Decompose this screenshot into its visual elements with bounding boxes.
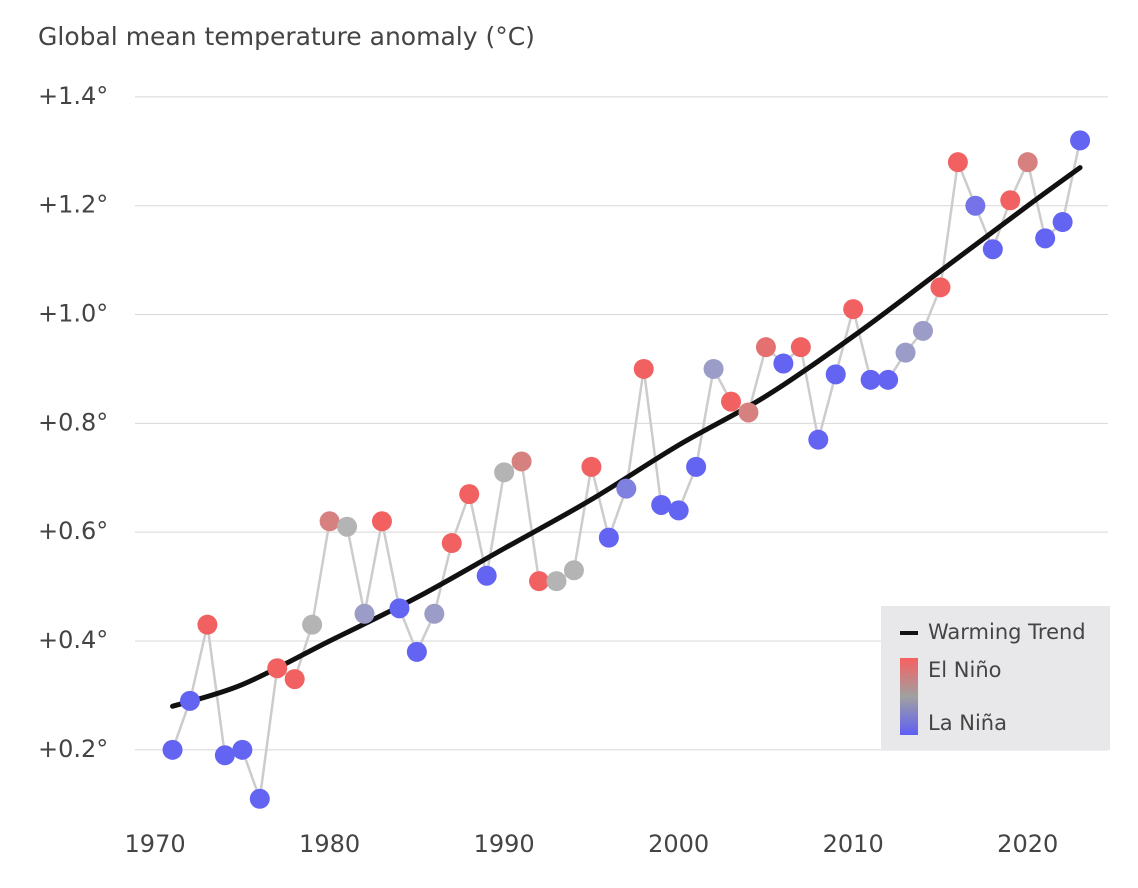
y-tick-label: +1.2° — [38, 191, 108, 219]
x-tick-label: 1990 — [474, 830, 535, 858]
data-point — [197, 614, 218, 635]
data-point — [598, 527, 619, 548]
legend-box — [881, 606, 1110, 750]
y-tick-label: +0.4° — [38, 626, 108, 654]
x-tick-label: 2010 — [823, 830, 884, 858]
data-point — [860, 369, 881, 390]
data-point — [912, 320, 933, 341]
data-point — [232, 739, 253, 760]
data-point — [494, 462, 515, 483]
data-point — [651, 494, 672, 515]
data-point — [249, 788, 270, 809]
data-point — [546, 571, 567, 592]
data-point — [162, 739, 183, 760]
data-point — [284, 669, 305, 690]
data-point — [1000, 190, 1021, 211]
y-tick-label: +0.8° — [38, 408, 108, 436]
legend-enso-swatch — [900, 658, 918, 735]
data-point — [337, 516, 358, 537]
data-point — [703, 358, 724, 379]
data-point — [808, 429, 829, 450]
data-point — [1070, 130, 1091, 151]
data-point — [895, 342, 916, 363]
x-tick-label: 2000 — [648, 830, 709, 858]
x-tick-label: 1970 — [125, 830, 186, 858]
legend-label: La Niña — [928, 711, 1007, 735]
data-point — [476, 565, 497, 586]
data-point — [563, 560, 584, 581]
y-tick-label: +0.6° — [38, 517, 108, 545]
data-point — [633, 358, 654, 379]
legend: Warming Trend El Niño La Niña — [881, 606, 1110, 750]
data-point — [214, 745, 235, 766]
data-point — [878, 369, 899, 390]
x-tick-label: 2020 — [997, 830, 1058, 858]
data-point — [668, 500, 689, 521]
data-point — [1017, 152, 1038, 173]
data-point — [773, 353, 794, 374]
data-point — [179, 690, 200, 711]
data-point — [843, 299, 864, 320]
y-tick-label: +1.0° — [38, 300, 108, 328]
data-point — [424, 603, 445, 624]
y-tick-label: +1.4° — [38, 82, 108, 110]
data-point — [389, 598, 410, 619]
data-point — [511, 451, 532, 472]
legend-label: El Niño — [928, 658, 1001, 682]
x-tick-label: 1980 — [299, 830, 360, 858]
data-point — [738, 402, 759, 423]
data-point — [790, 337, 811, 358]
legend-label: Warming Trend — [928, 620, 1086, 644]
data-point — [371, 511, 392, 532]
data-point — [930, 277, 951, 298]
data-point — [686, 456, 707, 477]
data-point — [982, 239, 1003, 260]
data-point — [1035, 228, 1056, 249]
data-point — [302, 614, 323, 635]
data-point — [319, 511, 340, 532]
y-tick-label: +0.2° — [38, 735, 108, 763]
chart-title: Global mean temperature anomaly (°C) — [38, 22, 535, 51]
data-point — [459, 484, 480, 505]
data-point — [755, 337, 776, 358]
data-point — [267, 658, 288, 679]
data-point — [616, 478, 637, 499]
trend-line — [170, 165, 1083, 709]
data-point — [581, 456, 602, 477]
data-point — [441, 533, 462, 554]
data-point — [965, 195, 986, 216]
data-point — [406, 641, 427, 662]
data-point — [947, 152, 968, 173]
data-point — [354, 603, 375, 624]
data-point — [1052, 212, 1073, 233]
data-point — [825, 364, 846, 385]
data-point — [721, 391, 742, 412]
data-point — [529, 571, 550, 592]
